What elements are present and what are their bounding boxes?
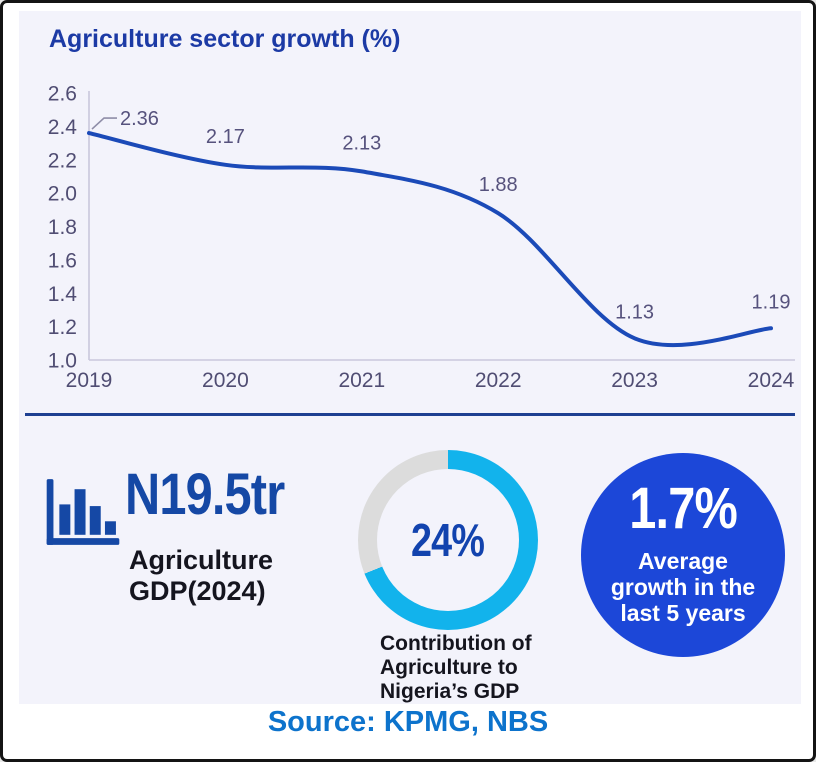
gdp-caption-line-1: Agriculture xyxy=(129,545,274,575)
donut-caption-line-2: Agriculture to xyxy=(380,656,518,679)
donut-hole: 24% xyxy=(377,469,519,611)
y-tick-label: 1.0 xyxy=(48,350,77,373)
circle-caption-line-3: last 5 years xyxy=(620,600,746,626)
y-tick-label: 2.2 xyxy=(48,149,77,172)
x-tick-label: 2022 xyxy=(475,369,522,392)
source-attribution: Source: KPMG, NBS xyxy=(3,706,813,739)
main-panel: Agriculture sector growth (%) 2.6 2.4 2.2 2… xyxy=(19,11,801,704)
donut-caption-line-1: Contribution of xyxy=(380,632,532,655)
y-tick-label: 1.2 xyxy=(48,316,77,339)
x-tick-label: 2020 xyxy=(202,369,249,392)
x-tick-label: 2021 xyxy=(338,369,385,392)
y-tick-label: 2.0 xyxy=(48,183,77,206)
bar-chart-icon xyxy=(46,479,120,545)
chart-title: Agriculture sector growth (%) xyxy=(49,25,401,53)
donut-percent-value: 24% xyxy=(411,514,485,566)
data-label: 1.13 xyxy=(615,301,654,323)
data-labels: 2.36 2.17 2.13 1.88 1.13 1.19 xyxy=(120,108,790,323)
average-growth-value: 1.7% xyxy=(629,476,738,541)
bar-chart-icon-shapes xyxy=(46,479,120,545)
y-tick-label: 1.6 xyxy=(48,249,77,272)
section-divider xyxy=(25,413,795,416)
circle-caption-line-1: Average xyxy=(638,548,728,574)
agriculture-gdp-value: N19.5tr xyxy=(125,462,285,527)
data-label: 2.17 xyxy=(206,126,245,148)
y-tick-label: 1.4 xyxy=(48,283,78,306)
donut-caption: Contribution of Agriculture to Nigeria’s… xyxy=(380,632,532,704)
first-point-callout-line xyxy=(91,117,117,130)
growth-line xyxy=(87,131,773,348)
data-label: 2.13 xyxy=(342,132,381,154)
x-axis-labels: 2019 2020 2021 2022 2023 2024 xyxy=(66,369,795,392)
axes xyxy=(88,91,795,361)
gdp-caption-line-2: GDP(2024) xyxy=(129,576,266,606)
y-tick-label: 2.4 xyxy=(48,116,78,139)
data-label: 2.36 xyxy=(120,108,159,130)
agriculture-gdp-caption: Agriculture GDP(2024) xyxy=(129,545,273,607)
data-label: 1.88 xyxy=(479,174,518,196)
y-axis-labels: 2.6 2.4 2.2 2.0 1.8 1.6 1.4 1.2 1.0 xyxy=(48,83,78,373)
y-tick-label: 1.8 xyxy=(48,216,77,239)
average-growth-badge: 1.7% Average growth in the last 5 years xyxy=(581,453,785,657)
gdp-contribution-donut: 24% xyxy=(358,450,538,630)
growth-line-chart: 2.6 2.4 2.2 2.0 1.8 1.6 1.4 1.2 1.0 2019 2020 2021… xyxy=(48,83,795,392)
x-tick-label: 2023 xyxy=(611,369,658,392)
donut-caption-line-3: Nigeria’s GDP xyxy=(380,680,520,703)
data-label: 1.19 xyxy=(752,291,791,313)
circle-caption-line-2: growth in the xyxy=(610,574,756,600)
x-tick-label: 2024 xyxy=(748,369,795,392)
y-tick-label: 2.6 xyxy=(48,83,77,106)
x-tick-label: 2019 xyxy=(66,369,113,392)
average-growth-caption: Average growth in the last 5 years xyxy=(611,548,755,626)
